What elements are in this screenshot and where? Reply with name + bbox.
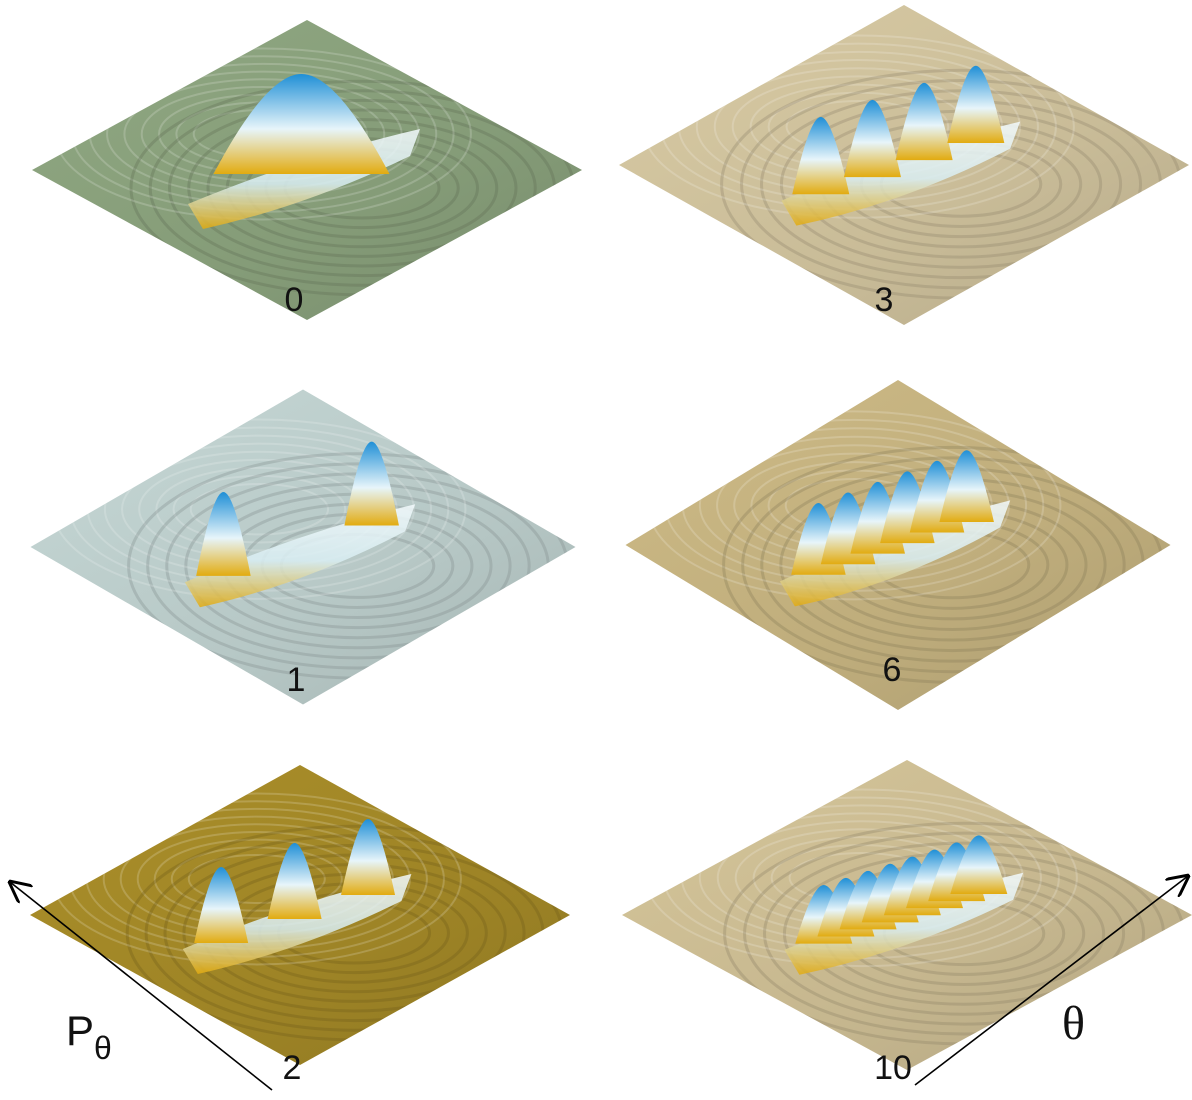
surface-panel-10 [622,760,1192,1070]
surface-peak [947,65,1005,143]
surface-ridge [184,504,416,608]
surface-peak [843,99,901,178]
surface-panel-3 [619,5,1189,325]
surface-ridge [781,121,1021,226]
surface-peak [341,819,396,895]
surface-peak [950,835,1008,894]
surface-peak [939,450,994,522]
surface-peak [895,82,953,161]
surface-peak [344,441,399,526]
surface-ridge [182,874,412,974]
angle-axis-arrow [914,876,1188,1086]
panel-label-2: 2 [282,1049,302,1087]
surface-peak [196,492,251,576]
momentum-axis-arrow [10,882,273,1091]
surface-peak [792,117,850,195]
surface-peak [194,867,249,943]
surface-panel-1 [30,389,576,705]
momentum-axis-symbol: P [66,1007,95,1054]
surface-panel-2 [30,765,570,1065]
surface-panel-0 [32,20,582,320]
surface-peak [267,843,322,919]
surface-panel-6 [625,380,1171,710]
panel-label-6: 6 [882,651,902,689]
momentum-axis-label: Pθ [66,1007,112,1066]
momentum-axis-subscript: θ [94,1030,112,1066]
angle-axis-label: θ [1062,997,1085,1050]
panel-label-1: 1 [286,661,306,699]
panel-label-10: 10 [874,1049,912,1087]
panel-label-3: 3 [874,281,894,319]
panel-label-0: 0 [284,281,304,319]
surface-peak [213,74,390,174]
